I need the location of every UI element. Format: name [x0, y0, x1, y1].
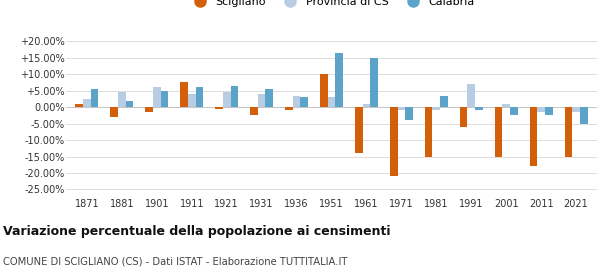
- Bar: [335, 53, 343, 107]
- Bar: [580, 107, 587, 123]
- Bar: [258, 94, 265, 107]
- Bar: [215, 107, 223, 109]
- Bar: [405, 107, 413, 120]
- Bar: [467, 84, 475, 107]
- Bar: [83, 99, 91, 107]
- Bar: [293, 96, 301, 107]
- Bar: [362, 104, 370, 107]
- Bar: [475, 107, 483, 110]
- Bar: [153, 87, 161, 107]
- Text: Variazione percentuale della popolazione ai censimenti: Variazione percentuale della popolazione…: [3, 225, 391, 238]
- Bar: [545, 107, 553, 115]
- Bar: [440, 96, 448, 107]
- Bar: [180, 83, 188, 107]
- Bar: [223, 92, 230, 107]
- Bar: [572, 107, 580, 112]
- Bar: [230, 86, 238, 107]
- Bar: [502, 104, 510, 107]
- Bar: [370, 58, 378, 107]
- Bar: [494, 107, 502, 157]
- Bar: [320, 74, 328, 107]
- Bar: [188, 94, 196, 107]
- Bar: [161, 91, 169, 107]
- Bar: [91, 89, 98, 107]
- Bar: [398, 107, 405, 110]
- Bar: [460, 107, 467, 127]
- Bar: [285, 107, 293, 110]
- Bar: [126, 101, 133, 107]
- Bar: [355, 107, 362, 153]
- Bar: [328, 97, 335, 107]
- Bar: [425, 107, 433, 157]
- Bar: [110, 107, 118, 117]
- Bar: [390, 107, 398, 176]
- Bar: [301, 97, 308, 107]
- Bar: [196, 87, 203, 107]
- Bar: [250, 107, 258, 115]
- Bar: [565, 107, 572, 157]
- Bar: [145, 107, 153, 112]
- Bar: [510, 107, 518, 115]
- Bar: [265, 89, 273, 107]
- Bar: [433, 107, 440, 110]
- Bar: [118, 92, 126, 107]
- Bar: [537, 107, 545, 112]
- Legend: Scigliano, Provincia di CS, Calabria: Scigliano, Provincia di CS, Calabria: [188, 0, 475, 7]
- Text: COMUNE DI SCIGLIANO (CS) - Dati ISTAT - Elaborazione TUTTITALIA.IT: COMUNE DI SCIGLIANO (CS) - Dati ISTAT - …: [3, 256, 347, 266]
- Bar: [76, 104, 83, 107]
- Bar: [530, 107, 537, 166]
